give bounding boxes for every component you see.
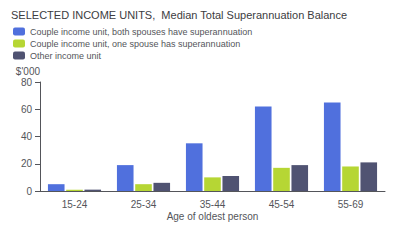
svg-text:0: 0	[26, 186, 32, 197]
svg-text:60: 60	[21, 104, 33, 115]
svg-text:55-69: 55-69	[338, 199, 364, 210]
svg-text:80: 80	[21, 77, 33, 88]
svg-text:15-24: 15-24	[62, 199, 88, 210]
svg-text:20: 20	[21, 158, 33, 169]
svg-text:Age of oldest person: Age of oldest person	[167, 211, 259, 222]
svg-text:SELECTED INCOME UNITS, Median: SELECTED INCOME UNITS, Median Total Supe…	[11, 9, 347, 21]
svg-text:$'000: $'000	[16, 66, 41, 77]
svg-text:40: 40	[21, 131, 33, 142]
svg-text:45-54: 45-54	[269, 199, 295, 210]
svg-text:35-44: 35-44	[200, 199, 226, 210]
svg-text:Couple income unit, one spouse: Couple income unit, one spouse has super…	[30, 39, 240, 49]
svg-text:25-34: 25-34	[131, 199, 157, 210]
svg-text:Couple income unit, both spous: Couple income unit, both spouses have su…	[30, 27, 252, 37]
svg-text:Other income unit: Other income unit	[30, 51, 102, 61]
